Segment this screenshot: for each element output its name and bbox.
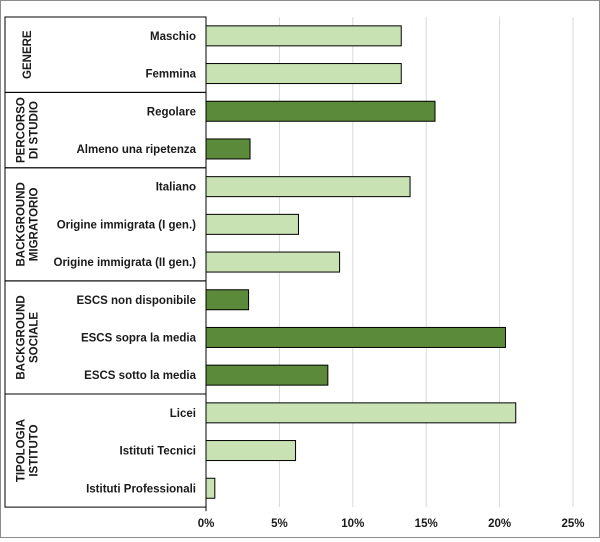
category-label: Istituti Professionali bbox=[86, 483, 196, 495]
category-label: Italiano bbox=[156, 182, 196, 194]
group-label: BACKGROUNDSOCIALE bbox=[16, 295, 41, 379]
bar-escs-sotto-la-media bbox=[205, 364, 329, 386]
group-label-line: DI STUDIO bbox=[29, 101, 41, 159]
bar-italiano bbox=[205, 176, 411, 198]
category-label: Istituti Tecnici bbox=[120, 446, 196, 458]
x-tick-label: 20% bbox=[488, 518, 511, 530]
category-label: Licei bbox=[170, 408, 196, 420]
category-label: Femmina bbox=[146, 69, 197, 81]
bars bbox=[205, 25, 517, 499]
bar-origine-immigrata-i-gen bbox=[205, 213, 299, 235]
group-label-line: MIGRATORIO bbox=[29, 187, 41, 261]
category-label: ESCS non disponibile bbox=[77, 295, 196, 307]
category-label: ESCS sotto la media bbox=[84, 370, 196, 382]
group-label-line: BACKGROUND bbox=[16, 295, 28, 379]
bar-femmina bbox=[205, 63, 402, 85]
group-label: PERCORSODI STUDIO bbox=[16, 97, 41, 163]
bar-origine-immigrata-ii-gen bbox=[205, 251, 341, 273]
bar-maschio bbox=[205, 25, 402, 47]
x-axis-ticks: 0% 5% 10% 15% 20% 25% bbox=[198, 518, 585, 530]
category-label: Maschio bbox=[150, 31, 196, 43]
category-label: Origine immigrata (I gen.) bbox=[57, 219, 196, 231]
bar-escs-non-disponibile bbox=[205, 289, 250, 311]
x-tick-label: 25% bbox=[561, 518, 584, 530]
group-label: TIPOLOGIAISTITUTO bbox=[16, 419, 41, 482]
x-tick-label: 5% bbox=[271, 518, 288, 530]
group-box-genere bbox=[4, 16, 207, 93]
category-label: ESCS sopra la media bbox=[81, 332, 197, 344]
bar-regolare bbox=[205, 100, 436, 122]
bar-istituti-tecnici bbox=[205, 440, 297, 462]
group-label-line: TIPOLOGIA bbox=[16, 419, 28, 482]
group-label-line: ISTITUTO bbox=[29, 424, 41, 476]
bar-escs-sopra-la-media bbox=[205, 326, 506, 348]
group-label: BACKGROUNDMIGRATORIO bbox=[16, 182, 41, 266]
category-label: Regolare bbox=[147, 106, 196, 118]
x-tick-label: 10% bbox=[341, 518, 364, 530]
x-tick-label: 15% bbox=[415, 518, 438, 530]
grid-lines bbox=[278, 17, 574, 508]
category-label: Origine immigrata (II gen.) bbox=[54, 257, 197, 269]
group-label-line: GENERE bbox=[22, 30, 34, 79]
x-tick-label: 0% bbox=[198, 518, 215, 530]
category-label: Almeno una ripetenza bbox=[77, 144, 197, 156]
group-label-line: PERCORSO bbox=[16, 97, 28, 163]
group-label: GENERE bbox=[22, 30, 34, 79]
bar-istituti-professionali bbox=[205, 477, 216, 499]
bar-almeno-una-ripetenza bbox=[205, 138, 251, 160]
group-label-line: BACKGROUND bbox=[16, 182, 28, 266]
category-labels: Maschio Femmina Regolare Almeno una ripeten… bbox=[54, 31, 197, 495]
bar-licei bbox=[205, 402, 517, 424]
group-label-line: SOCIALE bbox=[29, 312, 41, 363]
